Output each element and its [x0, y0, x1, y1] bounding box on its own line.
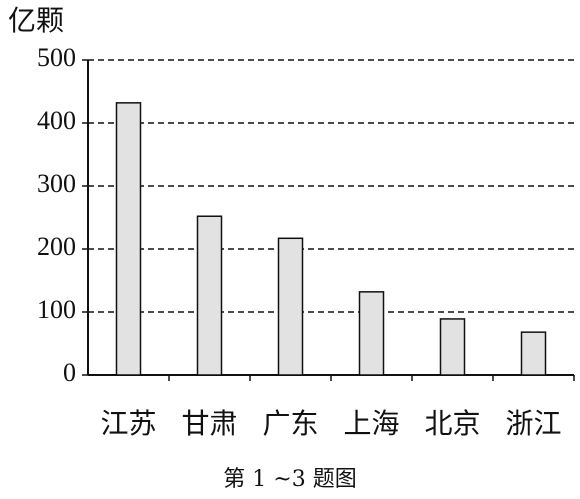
x-tick-label: 浙江 — [505, 407, 561, 440]
y-tick-label: 400 — [37, 106, 76, 135]
y-tick-label: 0 — [63, 358, 76, 387]
y-tick-label: 500 — [37, 43, 76, 72]
caption: 第 1 ~3 题图 — [223, 467, 356, 492]
bar — [520, 331, 547, 376]
x-tick-label: 北京 — [424, 407, 480, 440]
x-tick-label: 甘肃 — [181, 407, 237, 440]
x-tick-label: 江苏 — [100, 407, 156, 440]
y-tick-label: 300 — [37, 169, 76, 198]
bar — [439, 318, 466, 376]
x-tick-label: 广东 — [262, 407, 318, 440]
bar — [115, 102, 142, 376]
y-tick-label: 200 — [37, 232, 76, 261]
y-tick-label: 100 — [37, 295, 76, 324]
y-axis-label: 亿颗 — [8, 4, 64, 37]
x-tick-label: 上海 — [343, 407, 399, 440]
bar — [358, 291, 385, 376]
bar — [196, 215, 223, 376]
bar — [277, 237, 304, 376]
